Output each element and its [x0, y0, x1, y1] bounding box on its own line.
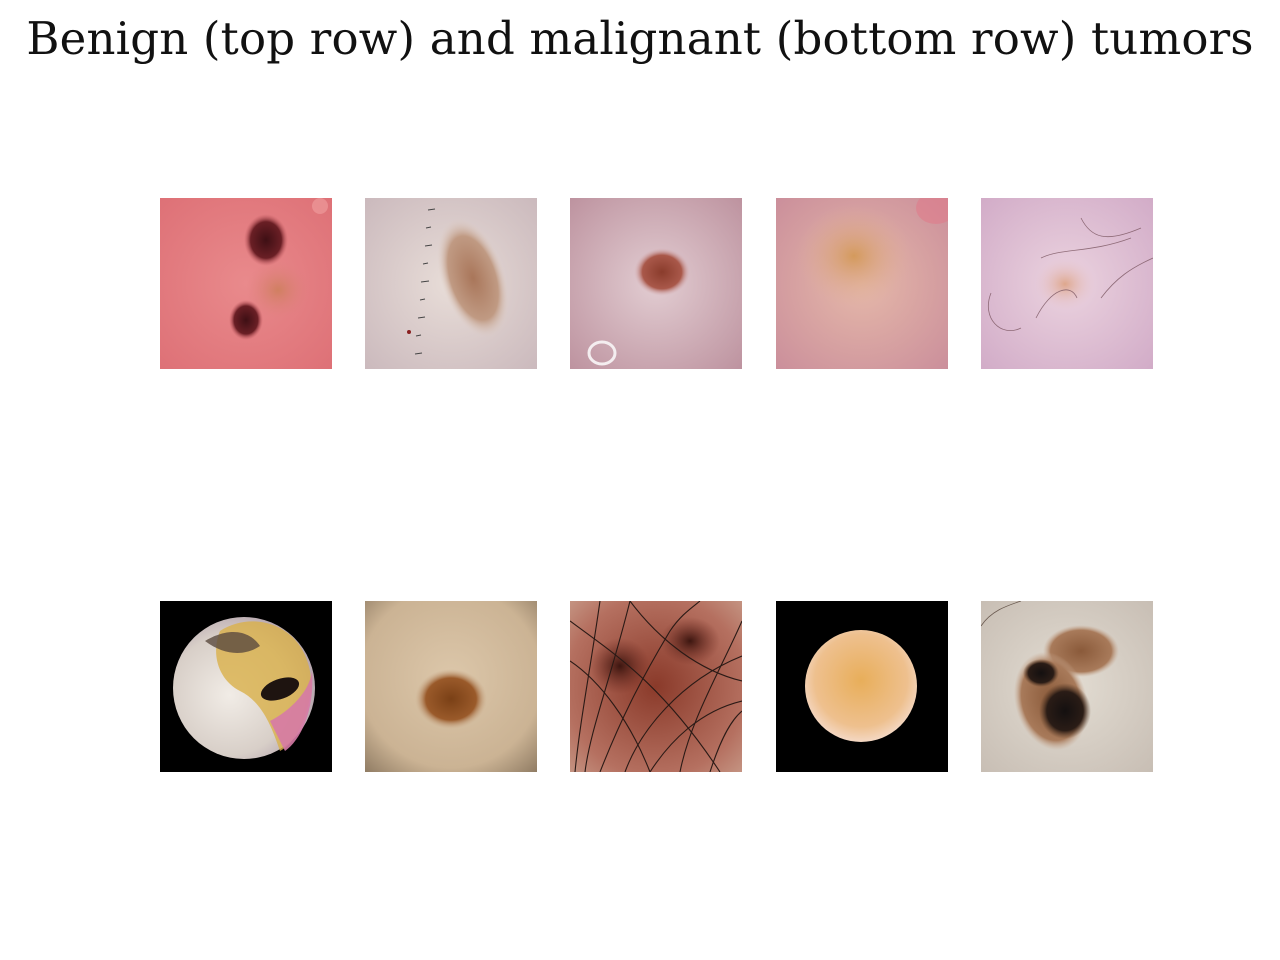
- malignant-image-1: [160, 601, 332, 772]
- malignant-image-2: [365, 601, 537, 772]
- malignant-image-4: [776, 601, 948, 772]
- benign-image-4: [776, 198, 948, 369]
- malignant-image-5: [981, 601, 1153, 772]
- benign-image-1: [160, 198, 332, 369]
- benign-image-3: [570, 198, 742, 369]
- benign-image-2: [365, 198, 537, 369]
- malignant-image-3: [570, 601, 742, 772]
- figure-title: Benign (top row) and malignant (bottom r…: [0, 12, 1280, 65]
- benign-image-5: [981, 198, 1153, 369]
